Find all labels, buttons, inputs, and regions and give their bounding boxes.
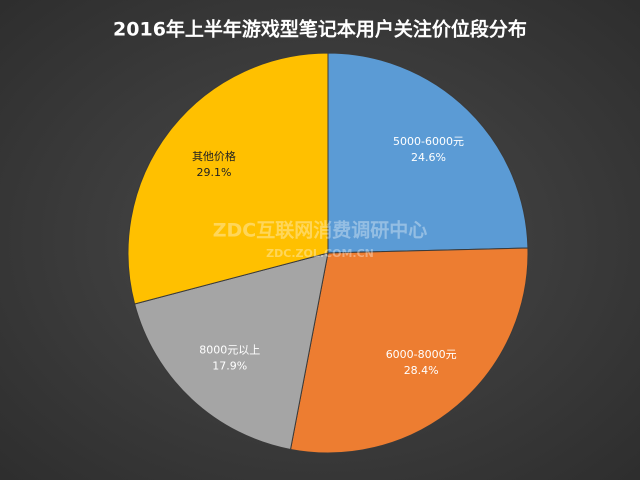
slice-value-label: 29.1% (196, 166, 231, 179)
watermark: ZDC互联网消费调研中心 (213, 219, 428, 242)
slice-value-label: 24.6% (411, 151, 446, 164)
slice-value-label: 17.9% (212, 359, 247, 372)
pie (127, 52, 529, 454)
pie-slice (289, 247, 529, 454)
slice-value-label: 28.4% (404, 364, 439, 377)
slice-category-label: 6000-8000元 (386, 348, 457, 361)
slice-category-label: 8000元以上 (199, 343, 260, 356)
slice-category-label: 5000-6000元 (393, 135, 464, 148)
pie-slice (133, 252, 329, 451)
watermark-url: ZDC.ZOL.COM.CN (266, 247, 374, 260)
pie-slice (327, 52, 529, 254)
slice-category-label: 其他价格 (192, 149, 236, 163)
pie-slice (127, 52, 329, 305)
chart-title: 2016年上半年游戏型笔记本用户关注价位段分布 (113, 18, 527, 41)
